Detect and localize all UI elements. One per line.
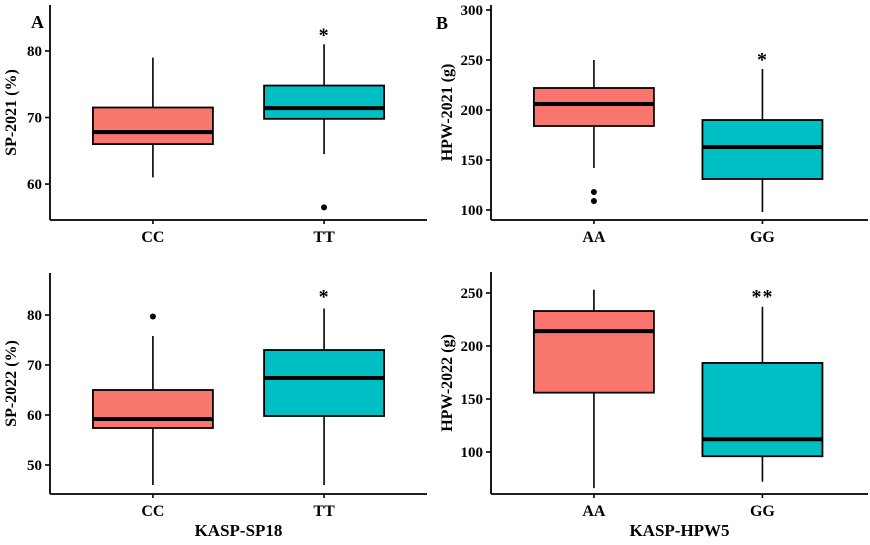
box-GG: [701, 362, 824, 458]
x-category-label-GG: GG: [750, 503, 775, 520]
y-tick-label: 150: [461, 392, 484, 408]
panel-hpw-2021: 100 150 200 250 300 HPW-2021 (g) AA * GG: [439, 3, 868, 246]
y-tick-label: 200: [461, 103, 484, 119]
significance-mark-GG: **: [751, 286, 773, 308]
y-tick-label: 200: [461, 339, 484, 355]
y-axis-title: SP-2021 (%): [3, 69, 20, 156]
y-tick-label: 150: [461, 153, 484, 169]
panel-label-a: A: [31, 12, 44, 32]
box-TT: [263, 84, 385, 120]
y-tick-label: 80: [27, 44, 42, 60]
box-AA: [533, 87, 655, 127]
x-category-label-AA: AA: [582, 229, 606, 246]
y-tick-label: 100: [461, 445, 484, 461]
box-GG: [701, 119, 824, 180]
y-tick-label: 70: [27, 358, 42, 374]
box-CC: [92, 389, 214, 429]
y-tick-label: 300: [461, 3, 484, 19]
y-tick-label: 50: [27, 458, 42, 474]
x-category-label-GG: GG: [750, 229, 775, 246]
x-axis-title: KASP-HPW5: [629, 521, 729, 540]
y-tick-label: 80: [27, 308, 42, 324]
panel-sp-2022: 50 60 70 80 SP-2022 (%) CC * TT KASP-SP18: [3, 273, 427, 540]
significance-mark-TT: *: [319, 24, 330, 46]
x-category-label-CC: CC: [141, 229, 164, 246]
outlier-point-TT: [321, 204, 328, 211]
y-axis-title: HPW-2021 (g): [439, 64, 456, 162]
x-category-label-TT: TT: [313, 503, 335, 520]
y-axis-title: HPW-2022 (g): [439, 334, 456, 432]
y-tick-label: 70: [27, 110, 42, 126]
box-CC: [92, 106, 214, 146]
y-axis-title: SP-2022 (%): [3, 340, 20, 427]
panel-label-b: B: [436, 13, 449, 33]
x-axis-title: KASP-SP18: [195, 521, 283, 540]
box-AA: [533, 310, 655, 394]
outlier-point-AA: [590, 198, 597, 204]
y-tick-label: 60: [27, 408, 42, 424]
y-tick-label: 250: [461, 286, 484, 302]
panel-sp-2021: 60 70 80 SP-2021 (%) CC * TT: [3, 5, 427, 246]
y-tick-label: 250: [461, 53, 484, 69]
significance-mark-GG: *: [757, 49, 768, 71]
outlier-point-CC: [149, 313, 156, 320]
significance-mark-TT: *: [319, 286, 330, 308]
outlier-point-AA: [590, 189, 597, 195]
box-TT: [263, 349, 385, 417]
x-category-label-CC: CC: [141, 503, 164, 520]
x-category-label-TT: TT: [313, 229, 335, 246]
y-tick-label: 60: [27, 177, 42, 193]
y-tick-label: 100: [461, 203, 484, 219]
panel-hpw-2022: 100 150 200 250 HPW-2022 (g) AA ** GG KASP-HPW5: [439, 272, 868, 540]
x-category-label-AA: AA: [582, 503, 606, 520]
